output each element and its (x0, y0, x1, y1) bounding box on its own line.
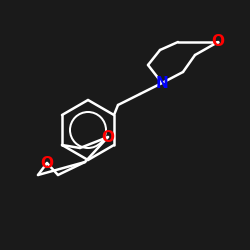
Text: O: O (212, 34, 224, 50)
Text: O: O (40, 156, 54, 170)
Text: N: N (156, 76, 168, 90)
Text: O: O (102, 130, 114, 144)
